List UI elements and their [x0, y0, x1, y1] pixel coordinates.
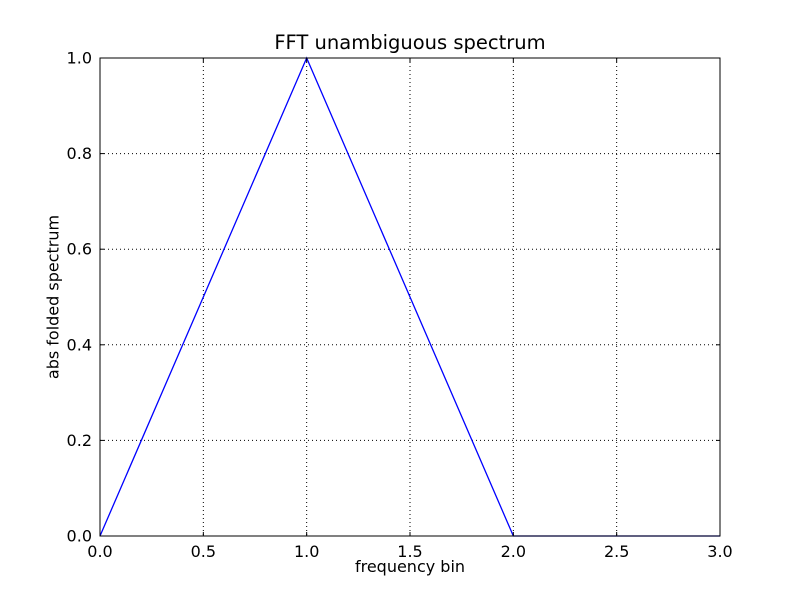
y-tick-label: 0.4: [67, 335, 92, 354]
grid-lines: [100, 58, 720, 536]
tick-marks: [99, 57, 721, 537]
x-tick-label: 2.5: [604, 542, 629, 561]
series-line: [99, 56, 720, 537]
x-tick-label: 2.0: [501, 542, 526, 561]
tick-labels: 0.0 0.5 1.0 1.5 2.0 2.5 3.0 0.0 0.2 0.4 0.6 0.8 1.0: [67, 49, 733, 562]
y-tick-label: 0.0: [67, 527, 92, 546]
x-tick-label: 0.0: [87, 542, 112, 561]
x-axis-label: frequency bin: [354, 557, 466, 576]
chart-title: FFT unambiguous spectrum: [274, 31, 546, 54]
y-tick-label: 1.0: [67, 49, 92, 68]
x-tick-label: 1.5: [397, 542, 422, 561]
x-tick-label: 3.0: [707, 542, 732, 561]
y-tick-label: 0.2: [67, 431, 92, 450]
y-axis-label: abs folded spectrum: [43, 214, 63, 380]
y-tick-label: 0.8: [67, 144, 92, 163]
y-tick-label: 0.6: [67, 240, 92, 259]
x-tick-label: 1.0: [294, 542, 319, 561]
x-tick-label: 0.5: [191, 542, 216, 561]
